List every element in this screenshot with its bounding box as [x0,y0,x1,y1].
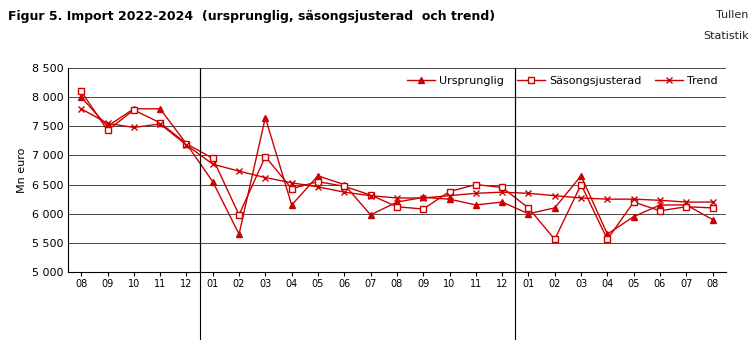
Trend [550,193,559,198]
Säsongsjusterad [497,185,507,189]
Trend [339,190,349,194]
Säsongsjusterad [234,213,243,217]
Säsongsjusterad [261,155,270,159]
Ursprunglig [682,203,691,207]
Trend [629,197,638,201]
Trend [103,121,112,125]
Trend [471,191,480,196]
Trend [182,143,191,147]
Y-axis label: Mn euro: Mn euro [17,147,26,193]
Ursprunglig [261,116,270,120]
Trend [419,196,428,200]
Trend [392,196,401,200]
Säsongsjusterad [603,237,612,241]
Trend [524,191,533,196]
Ursprunglig [471,203,480,207]
Line: Säsongsjusterad: Säsongsjusterad [79,88,715,242]
Säsongsjusterad [287,187,296,191]
Trend [577,196,586,200]
Säsongsjusterad [708,206,717,210]
Ursprunglig [497,200,507,204]
Ursprunglig [577,174,586,178]
Text: Statistik: Statistik [703,31,748,40]
Säsongsjusterad [76,89,85,94]
Line: Trend: Trend [78,105,716,205]
Trend [208,162,217,166]
Säsongsjusterad [156,121,165,125]
Trend [445,193,454,198]
Ursprunglig [287,203,296,207]
Ursprunglig [655,203,665,207]
Säsongsjusterad [208,156,217,160]
Line: Ursprunglig: Ursprunglig [79,95,715,237]
Trend [497,190,507,194]
Ursprunglig [339,183,349,187]
Ursprunglig [314,174,323,178]
Trend [129,125,138,130]
Ursprunglig [419,195,428,200]
Ursprunglig [129,107,138,111]
Säsongsjusterad [392,205,401,209]
Ursprunglig [366,213,375,217]
Ursprunglig [708,218,717,222]
Ursprunglig [524,212,533,216]
Trend [682,200,691,204]
Ursprunglig [182,142,191,146]
Säsongsjusterad [445,189,454,193]
Text: Figur 5. Import 2022-2024  (ursprunglig, säsongsjusterad  och trend): Figur 5. Import 2022-2024 (ursprunglig, … [8,10,494,23]
Säsongsjusterad [339,184,349,188]
Trend [234,169,243,173]
Ursprunglig [629,215,638,219]
Trend [287,181,296,185]
Ursprunglig [603,232,612,236]
Säsongsjusterad [419,207,428,211]
Säsongsjusterad [103,128,112,132]
Säsongsjusterad [629,200,638,204]
Trend [76,107,85,111]
Ursprunglig [156,107,165,111]
Trend [314,185,323,189]
Text: Tullen: Tullen [716,10,748,20]
Säsongsjusterad [524,206,533,210]
Trend [655,198,665,202]
Säsongsjusterad [682,205,691,209]
Trend [708,200,717,204]
Ursprunglig [208,180,217,184]
Säsongsjusterad [314,180,323,184]
Säsongsjusterad [550,237,559,241]
Trend [156,122,165,126]
Ursprunglig [392,200,401,204]
Säsongsjusterad [129,108,138,112]
Ursprunglig [234,232,243,236]
Ursprunglig [76,95,85,99]
Ursprunglig [445,197,454,201]
Säsongsjusterad [366,193,375,197]
Ursprunglig [103,124,112,128]
Ursprunglig [550,206,559,210]
Trend [261,175,270,180]
Säsongsjusterad [577,183,586,187]
Säsongsjusterad [182,142,191,146]
Säsongsjusterad [471,183,480,187]
Säsongsjusterad [655,209,665,213]
Trend [366,193,375,198]
Trend [603,197,612,201]
Legend: Ursprunglig, Säsongsjusterad, Trend: Ursprunglig, Säsongsjusterad, Trend [404,73,720,88]
